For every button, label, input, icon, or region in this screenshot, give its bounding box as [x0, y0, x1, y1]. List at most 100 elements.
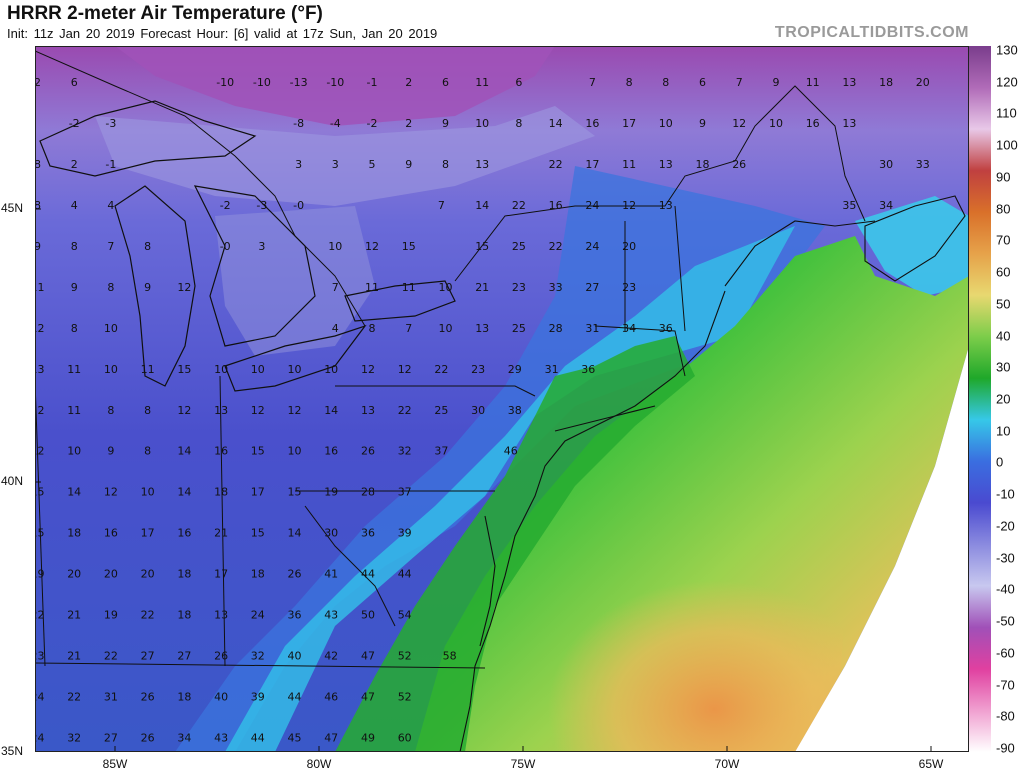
- temperature-value: 10: [67, 445, 81, 458]
- temperature-value: 9: [35, 240, 41, 253]
- temperature-value: 21: [214, 527, 228, 540]
- temperature-value: 36: [288, 609, 302, 622]
- va-nc-border: [35, 662, 486, 669]
- temperature-value: 11: [806, 76, 820, 89]
- temperature-value: 42: [324, 650, 338, 663]
- temperature-value: 8: [442, 158, 449, 171]
- lake-michigan: [114, 185, 196, 387]
- temperature-value: 13: [475, 322, 489, 335]
- temperature-value: 7: [332, 281, 339, 294]
- temperature-value: 34: [177, 731, 191, 744]
- temperature-colorbar: [969, 46, 991, 752]
- temperature-value: 18: [842, 46, 856, 48]
- temperature-value: 10: [214, 363, 228, 376]
- temperature-value: 9: [107, 445, 114, 458]
- colorbar-label: 50: [996, 296, 1011, 312]
- temperature-value: 10: [288, 363, 302, 376]
- temperature-value: 19: [324, 486, 338, 499]
- temperature-value: 2: [71, 158, 78, 171]
- temperature-value: 12: [732, 117, 746, 130]
- temperature-value: 30: [471, 404, 485, 417]
- temperature-value: 10: [141, 486, 155, 499]
- temperature-value: 8: [144, 240, 151, 253]
- temperature-value: 47: [361, 650, 375, 663]
- temperature-value: 6: [515, 76, 522, 89]
- temperature-value: 8: [369, 322, 376, 335]
- temperature-value: 21: [67, 650, 81, 663]
- ontario-light-band: [215, 206, 375, 356]
- indiana-west: [35, 380, 46, 667]
- temperature-value: 32: [251, 650, 265, 663]
- temperature-value: -1: [105, 158, 116, 171]
- no-data-region: [795, 346, 969, 752]
- temperature-value: 8: [35, 158, 41, 171]
- temperature-value: -3: [105, 117, 116, 130]
- temperature-value: -7: [330, 46, 341, 48]
- temperature-value: 9: [442, 117, 449, 130]
- temperature-value: 22: [434, 363, 448, 376]
- temperature-value: 2: [405, 117, 412, 130]
- temperature-value: 30: [879, 158, 893, 171]
- colorbar-label: 70: [996, 232, 1011, 248]
- colorbar-label: 0: [996, 454, 1004, 470]
- temperature-value: 20: [67, 568, 81, 581]
- temperature-value: -16: [253, 46, 271, 48]
- colorbar-label: -90: [996, 740, 1015, 756]
- colorbar-label: -80: [996, 708, 1015, 724]
- temperature-value: 46: [504, 445, 518, 458]
- temperature-value: 38: [508, 404, 522, 417]
- long-island: [554, 405, 656, 432]
- temperature-value: -2: [220, 199, 231, 212]
- lat-label-45n: 45N: [1, 201, 24, 215]
- colorbar-label: 20: [996, 391, 1011, 407]
- temperature-value: 8: [71, 240, 78, 253]
- temperature-value: 17: [251, 486, 265, 499]
- temperature-value: 12: [732, 46, 746, 48]
- temperature-value: 26: [141, 731, 155, 744]
- temperature-value: 25: [512, 322, 526, 335]
- temperature-value: 23: [512, 281, 526, 294]
- temperature-value: -15: [143, 46, 161, 48]
- temperature-value: 7: [107, 240, 114, 253]
- temperature-value: 22: [67, 690, 81, 703]
- temperature-value: 15: [402, 240, 416, 253]
- temperature-value: 4: [332, 322, 339, 335]
- colorbar-label: -10: [996, 486, 1015, 502]
- temperature-value: 5: [662, 46, 669, 48]
- temperature-value: 6: [699, 76, 706, 89]
- colorbar-label: -30: [996, 550, 1015, 566]
- temperature-value: 13: [35, 363, 45, 376]
- temperature-value: 4: [71, 199, 78, 212]
- temperature-value: -15: [216, 46, 234, 48]
- temperature-value: 5: [626, 46, 633, 48]
- temperature-value: 15: [288, 486, 302, 499]
- temperature-value: -4: [330, 117, 341, 130]
- temperature-value: 27: [141, 650, 155, 663]
- temperature-value: 7: [699, 46, 706, 48]
- temperature-value: 11: [67, 404, 81, 417]
- temperature-value: 30: [324, 527, 338, 540]
- temperature-value: 40: [214, 690, 228, 703]
- temperature-value: 7: [438, 199, 445, 212]
- temperature-value: 6: [71, 76, 78, 89]
- temperature-value: 36: [581, 363, 595, 376]
- temperature-value: 7: [589, 76, 596, 89]
- colorbar-label: -20: [996, 518, 1015, 534]
- temperature-value: -8: [293, 117, 304, 130]
- temperature-value: 27: [177, 650, 191, 663]
- temperature-value: 44: [288, 690, 302, 703]
- temperature-value: 2: [405, 76, 412, 89]
- temperature-value: 13: [361, 404, 375, 417]
- temperature-value: 14: [549, 117, 563, 130]
- coastal-green-strip: [335, 336, 695, 752]
- temperature-value: -2: [367, 117, 378, 130]
- temperature-value: 2: [479, 46, 486, 48]
- temperature-value: 8: [515, 117, 522, 130]
- temperature-value: 25: [434, 404, 448, 417]
- warm-core: [485, 466, 855, 752]
- temperature-value: 24: [35, 690, 45, 703]
- great-lakes: [39, 100, 456, 392]
- temperature-value: 43: [324, 609, 338, 622]
- temperature-map[interactable]: -18-20-17-17-18-20-14-12-40-3-3842586616…: [35, 46, 969, 752]
- temperature-value: 52: [398, 650, 412, 663]
